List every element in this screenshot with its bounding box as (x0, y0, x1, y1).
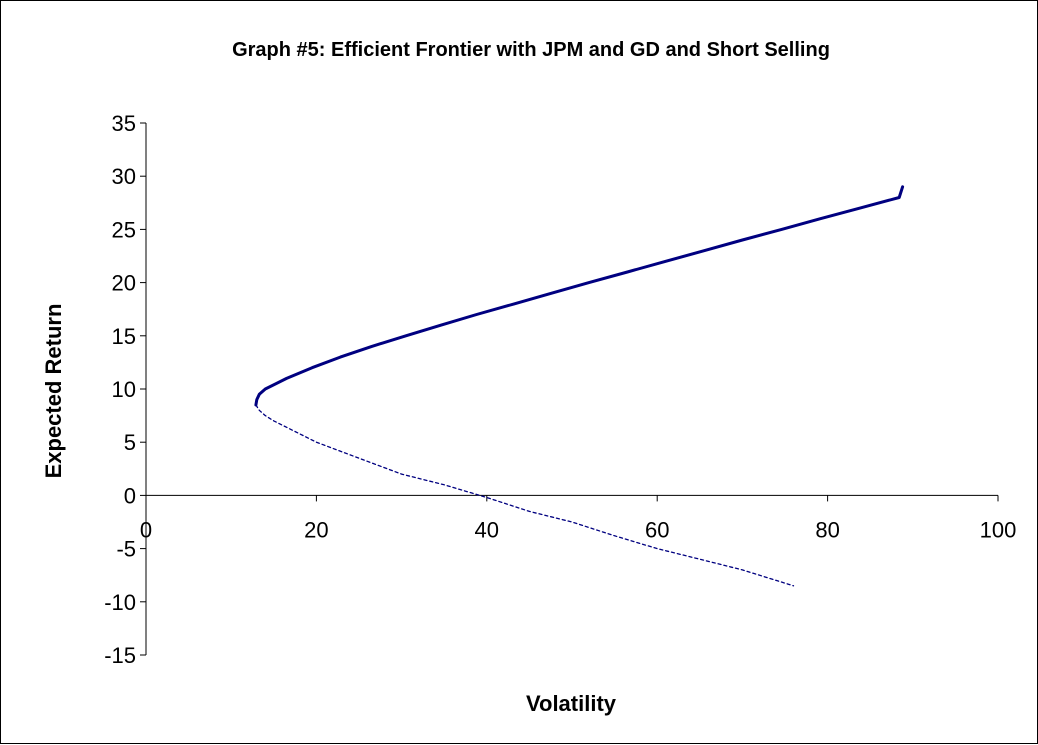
y-tick-label: 0 (124, 483, 136, 508)
efficient-frontier-line (254, 185, 905, 407)
x-tick-label: 40 (475, 517, 499, 542)
x-tick-label: 20 (304, 517, 328, 542)
y-tick-label: -10 (104, 590, 136, 615)
y-tick-label: -5 (116, 537, 136, 562)
x-axis-title: Volatility (526, 691, 617, 716)
y-tick-label: 20 (112, 271, 136, 296)
x-tick-label: 80 (815, 517, 839, 542)
y-tick-label: 35 (112, 111, 136, 136)
axes (140, 122, 999, 656)
chart-title: Graph #5: Efficient Frontier with JPM an… (232, 39, 830, 61)
x-tick-label: 60 (645, 517, 669, 542)
y-tick-label: 15 (112, 324, 136, 349)
y-tick-label: 25 (112, 217, 136, 242)
y-tick-label: 30 (112, 164, 136, 189)
series-group (254, 185, 905, 587)
x-tick-label: 100 (980, 517, 1017, 542)
inefficient-frontier-line (255, 404, 795, 587)
y-tick-label: -15 (104, 643, 136, 668)
y-tick-label: 5 (124, 430, 136, 455)
x-tick-label: 0 (140, 517, 152, 542)
y-axis-title: Expected Return (41, 304, 66, 479)
y-tick-label: 10 (112, 377, 136, 402)
